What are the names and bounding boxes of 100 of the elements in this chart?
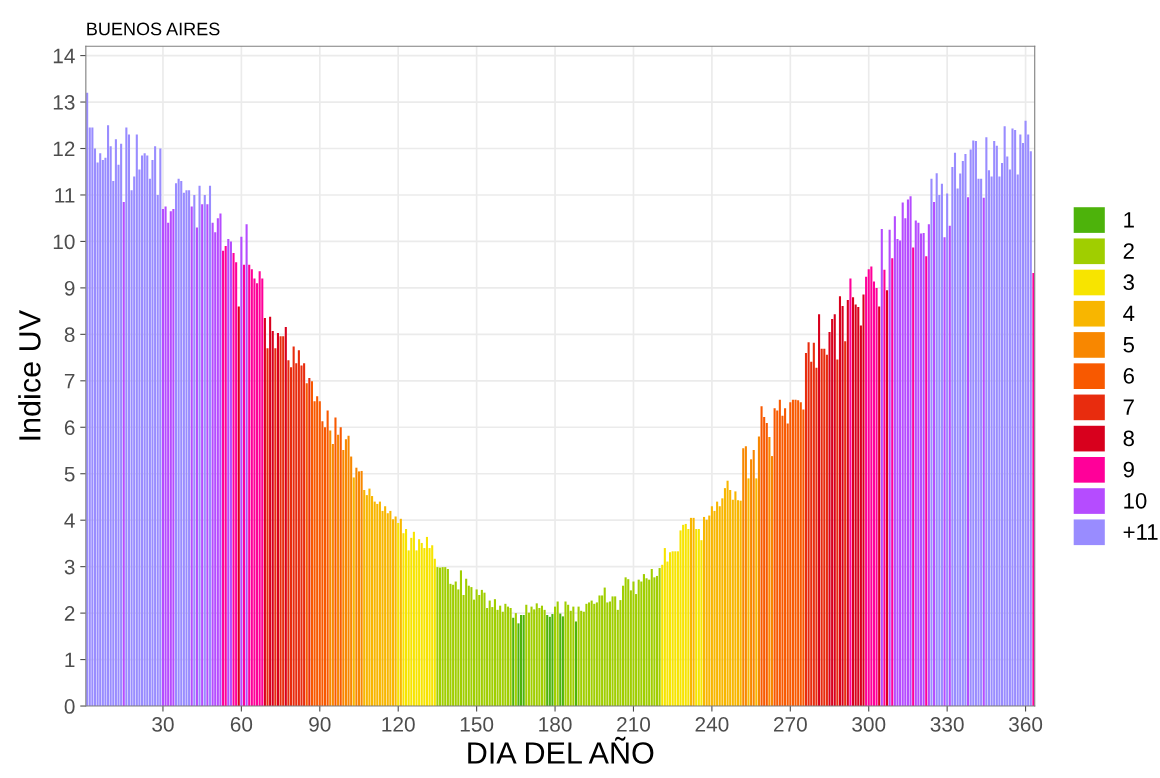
bar <box>577 606 580 707</box>
bar <box>357 471 361 707</box>
bar <box>556 601 559 707</box>
bar <box>888 229 891 707</box>
bar <box>269 316 272 707</box>
bar <box>540 605 544 707</box>
bar <box>807 342 810 707</box>
bar <box>525 604 528 707</box>
legend-label: 5 <box>1123 337 1135 353</box>
x-tick-label: 120 <box>382 717 415 732</box>
y-tick-label: 6 <box>64 420 75 436</box>
bar <box>480 589 483 707</box>
y-tick-label: 9 <box>64 280 75 296</box>
bar <box>425 536 429 707</box>
bar <box>964 154 967 707</box>
bar <box>844 341 847 707</box>
bar <box>355 467 358 707</box>
bar <box>703 516 706 707</box>
bar <box>852 297 855 707</box>
bar <box>789 402 792 707</box>
y-tick-label: 4 <box>64 513 75 528</box>
bar <box>906 199 909 707</box>
bar <box>624 577 627 707</box>
bar <box>368 488 371 707</box>
bar <box>820 348 823 707</box>
bar <box>344 439 347 707</box>
bar <box>572 606 575 707</box>
bar <box>198 185 201 707</box>
bar <box>211 222 214 707</box>
bar <box>303 363 306 707</box>
bar <box>420 542 423 707</box>
x-tick-label: 270 <box>773 717 807 732</box>
bar <box>514 613 517 707</box>
bar <box>794 399 797 707</box>
bar <box>883 269 886 707</box>
bar <box>125 127 128 707</box>
bar <box>258 271 261 707</box>
bar <box>512 617 515 707</box>
bar <box>1011 128 1014 707</box>
bar <box>282 336 285 707</box>
y-tick-label: 11 <box>55 188 75 203</box>
bar <box>564 601 567 707</box>
bar <box>161 208 164 707</box>
bar <box>1024 120 1027 707</box>
bar <box>734 491 737 707</box>
bar <box>279 336 282 707</box>
bar <box>705 519 708 707</box>
bar <box>778 399 781 707</box>
bar <box>812 342 815 707</box>
bar <box>454 581 457 707</box>
bar <box>833 314 836 707</box>
bar <box>86 92 89 707</box>
bar <box>159 148 162 707</box>
legend-label: 2 <box>1123 243 1134 259</box>
bar <box>287 360 290 707</box>
bar <box>757 436 760 707</box>
bar <box>912 247 915 707</box>
bar <box>747 478 750 707</box>
bar <box>339 427 342 707</box>
bar <box>164 206 167 707</box>
bar <box>980 178 983 707</box>
bar <box>603 587 606 707</box>
legend-label: 3 <box>1123 274 1134 291</box>
bar <box>240 236 243 707</box>
bar <box>135 134 138 707</box>
bar <box>201 204 204 707</box>
bar <box>849 278 852 707</box>
y-tick-label: 7 <box>64 374 75 389</box>
bar <box>838 296 842 707</box>
bar <box>587 602 591 707</box>
bar <box>909 196 912 707</box>
bar <box>203 194 206 707</box>
x-tick-label: 180 <box>539 717 572 732</box>
bar <box>611 596 614 707</box>
bar <box>237 306 240 707</box>
bar <box>561 616 564 707</box>
bar <box>982 197 985 707</box>
bar <box>543 609 546 707</box>
bar <box>363 489 366 707</box>
bar <box>935 173 938 707</box>
bar <box>222 250 225 707</box>
legend-label: 1 <box>1124 212 1134 228</box>
bar <box>530 606 533 707</box>
y-tick-label: 8 <box>64 327 75 343</box>
y-axis-title: Indice UV <box>18 310 41 440</box>
bar <box>535 603 538 707</box>
bar <box>499 605 502 707</box>
bar <box>180 181 183 707</box>
bar <box>755 478 758 707</box>
bar <box>784 408 787 707</box>
bar <box>632 581 635 707</box>
bar <box>948 225 951 707</box>
bar <box>488 600 491 707</box>
bar <box>689 517 693 707</box>
bar <box>953 152 957 707</box>
bar <box>598 595 601 707</box>
bar <box>206 204 209 707</box>
bar <box>773 408 776 707</box>
bar <box>334 417 337 707</box>
bar <box>114 139 117 707</box>
